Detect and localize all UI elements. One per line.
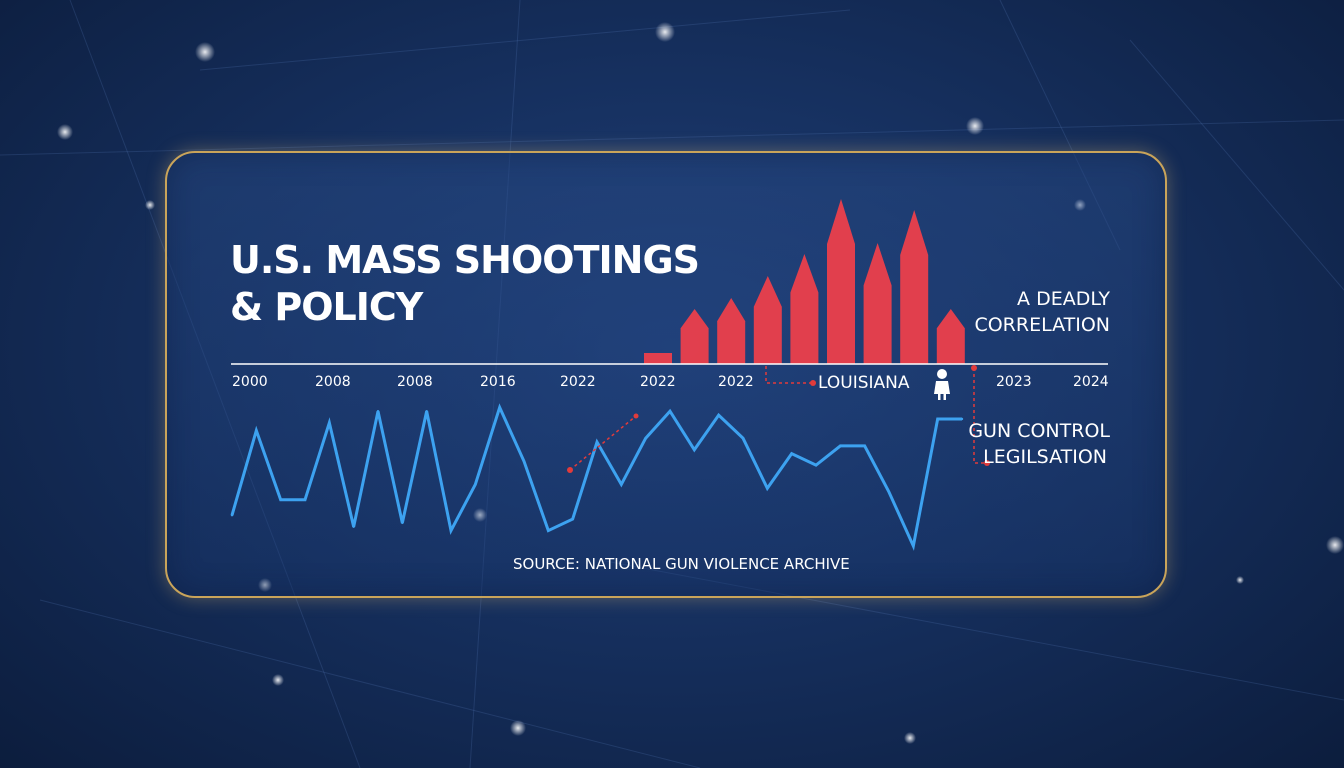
person-icon — [934, 369, 950, 400]
line-path — [230, 403, 962, 551]
connector-dot — [567, 467, 573, 473]
network-node — [1074, 199, 1086, 211]
x-tick-label: 2022 — [560, 374, 596, 390]
bar — [863, 243, 892, 364]
bar — [717, 298, 746, 364]
network-line — [599, 559, 1344, 701]
network-node — [272, 674, 284, 686]
network-node — [57, 124, 73, 140]
x-tick-label: 2008 — [315, 374, 351, 390]
network-line — [39, 599, 701, 768]
line-point — [717, 413, 720, 417]
line-point — [766, 487, 769, 490]
bar — [827, 199, 855, 364]
correlation-label-line-2: CORRELATION — [974, 314, 1110, 336]
line-point — [595, 440, 599, 444]
bar — [900, 210, 929, 364]
line-point — [401, 521, 404, 525]
x-tick-label: 2022 — [640, 374, 676, 390]
network-node — [145, 200, 155, 210]
chart-title-line-2: & POLICY — [230, 285, 423, 329]
louisiana-annotation: LOUISIANA — [818, 373, 910, 393]
connector-line — [973, 368, 986, 464]
line-point — [790, 452, 793, 455]
line-point — [912, 544, 915, 548]
network-node — [258, 578, 272, 592]
x-tick-label: 2016 — [480, 374, 516, 390]
network-node — [195, 42, 215, 62]
connector-line — [765, 366, 812, 384]
network-node — [473, 508, 487, 522]
network-node — [510, 720, 526, 736]
line-point — [522, 460, 526, 463]
line-point — [376, 410, 380, 413]
line-point — [693, 448, 696, 451]
line-point — [279, 498, 282, 501]
x-tick-label: 2022 — [718, 374, 754, 390]
network-line — [469, 0, 521, 768]
line-point — [620, 483, 623, 486]
network-node — [1326, 536, 1344, 554]
line-point — [814, 463, 818, 467]
network-line — [1129, 39, 1344, 291]
correlation-label-line-1: A DEADLY — [1017, 288, 1110, 310]
network-line — [199, 9, 851, 71]
line-point — [230, 514, 234, 517]
line-point — [498, 406, 501, 409]
chart-title-line-1: U.S. MASS SHOOTINGS — [230, 238, 700, 282]
network-line — [999, 0, 1121, 251]
line-point — [474, 483, 477, 486]
line-point — [449, 529, 453, 532]
bar — [936, 309, 965, 364]
bar — [790, 254, 819, 364]
x-tick-label: 2008 — [397, 374, 433, 390]
bar — [644, 353, 672, 364]
bar — [753, 276, 782, 364]
line-point — [303, 498, 307, 501]
line-series — [230, 403, 964, 551]
annotation-connectors — [567, 365, 990, 473]
line-point — [547, 529, 550, 532]
line-point — [668, 410, 672, 413]
line-point — [839, 444, 842, 448]
network-node — [655, 22, 675, 42]
bar — [680, 309, 709, 364]
line-point — [887, 490, 891, 494]
line-point — [571, 517, 574, 521]
line-point — [863, 444, 866, 448]
line-point — [960, 417, 964, 421]
x-tick-label: 2024 — [1073, 374, 1109, 390]
connector-dot — [633, 413, 639, 419]
line-point — [425, 410, 428, 413]
x-tick-label: 2000 — [232, 374, 268, 390]
bar-series — [644, 199, 965, 364]
line-point — [255, 429, 258, 432]
network-line — [69, 0, 361, 768]
source-note: SOURCE: NATIONAL GUN VIOLENCE ARCHIVE — [513, 555, 850, 573]
network-line — [0, 119, 1344, 156]
network-node — [904, 732, 916, 744]
line-point — [741, 437, 745, 440]
network-node — [1236, 576, 1244, 584]
connector-dot — [971, 365, 977, 371]
connector-dot — [810, 380, 816, 386]
connector-dot — [984, 460, 990, 466]
connector-line — [569, 415, 637, 471]
chart-panel — [165, 151, 1167, 598]
x-tick-label: 2023 — [996, 374, 1032, 390]
line-point — [352, 525, 355, 528]
legislation-label-line-1: GUN CONTROL — [968, 420, 1110, 442]
line-point — [328, 421, 331, 424]
network-node — [966, 117, 984, 135]
legislation-label-line-2: LEGILSATION — [983, 446, 1107, 468]
line-point — [936, 417, 939, 421]
line-point — [644, 437, 647, 440]
